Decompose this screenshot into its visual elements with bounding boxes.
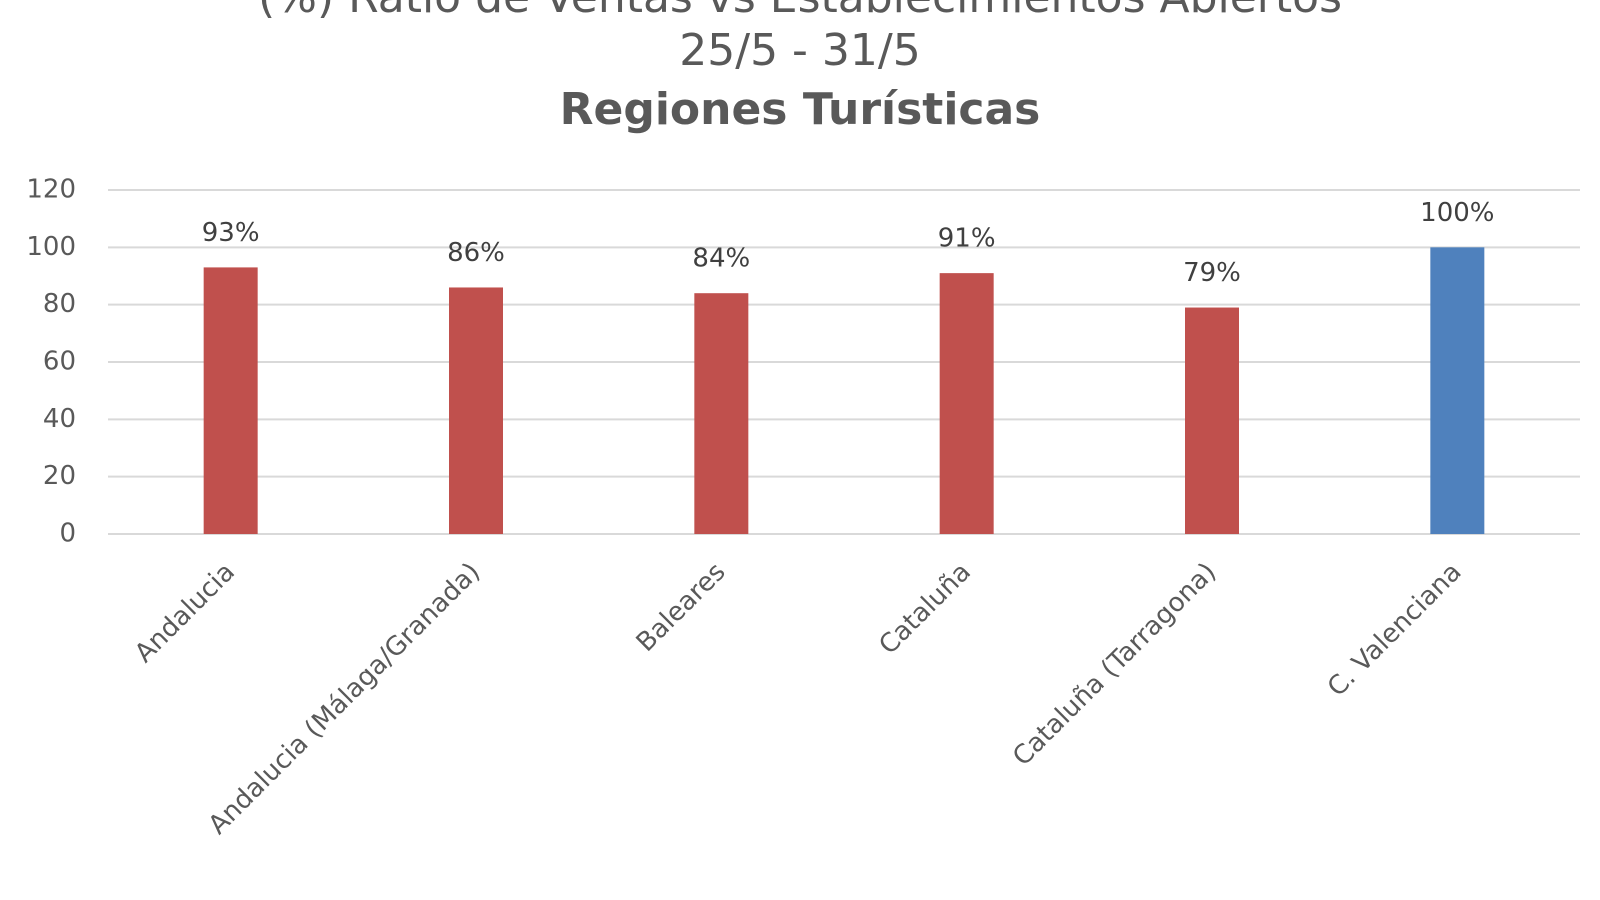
bar bbox=[449, 287, 503, 534]
x-tick-label: Andalucia bbox=[129, 557, 241, 669]
bar bbox=[939, 273, 994, 534]
bar bbox=[203, 267, 258, 534]
bar bbox=[1185, 307, 1239, 534]
data-label: 91% bbox=[938, 224, 996, 254]
data-label: 86% bbox=[447, 238, 505, 268]
chart-subtitle: Regiones Turísticas bbox=[560, 84, 1041, 135]
chart-title: (%) Ratio de Ventas vs Establecimientos … bbox=[258, 0, 1342, 23]
x-tick-label: Cataluña (Tarragona) bbox=[1007, 557, 1222, 772]
bar bbox=[1430, 247, 1485, 535]
y-tick-label: 60 bbox=[43, 347, 76, 377]
x-tick-label: C. Valenciana bbox=[1322, 557, 1468, 703]
data-label: 100% bbox=[1420, 198, 1494, 228]
y-tick-label: 80 bbox=[43, 289, 76, 319]
data-label: 79% bbox=[1183, 258, 1241, 288]
x-tick-label: Andalucia (Málaga/Granada) bbox=[203, 557, 486, 840]
chart-subtitle: 25/5 - 31/5 bbox=[679, 25, 920, 76]
y-tick-label: 120 bbox=[26, 175, 76, 205]
y-tick-label: 0 bbox=[59, 519, 76, 549]
bar bbox=[694, 293, 749, 534]
x-tick-label: Cataluña bbox=[873, 557, 976, 660]
y-tick-label: 100 bbox=[26, 232, 76, 262]
data-label: 93% bbox=[202, 218, 260, 248]
x-tick-label: Baleares bbox=[631, 557, 732, 658]
y-tick-label: 40 bbox=[43, 404, 76, 434]
data-label: 84% bbox=[692, 244, 750, 274]
y-tick-label: 20 bbox=[43, 461, 76, 491]
